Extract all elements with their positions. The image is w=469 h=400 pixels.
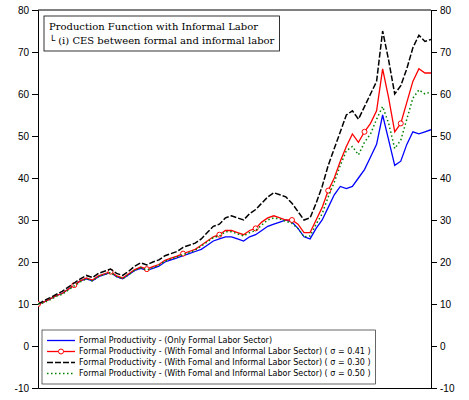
x-axis — [39, 388, 432, 389]
tick-mark — [32, 346, 38, 347]
legend-swatch — [47, 362, 75, 364]
legend-swatch — [47, 340, 75, 341]
plot-area: -10 0 10 20 30 40 50 60 70 80 -10 0 10 20 30 40 50 60 70 80… — [15, 5, 455, 394]
tick-mark — [32, 136, 38, 137]
tick-label: 60 — [18, 89, 30, 100]
legend-item: Formal Productivity - (With Fomal and In… — [47, 347, 371, 356]
tick-label: 80 — [18, 5, 30, 16]
y2-axis-tick: 40 — [431, 173, 452, 184]
y2-axis-tick: 60 — [431, 89, 452, 100]
tick-label: 10 — [440, 299, 452, 310]
tick-label: 20 — [440, 257, 452, 268]
tick-mark — [431, 94, 437, 95]
series-line — [38, 31, 431, 304]
tick-label: 50 — [18, 131, 30, 142]
legend-label: Formal Productivity - (Only Formal Labor… — [79, 336, 272, 345]
legend-label: Formal Productivity - (With Fomal and In… — [79, 369, 371, 378]
y-axis-line — [32, 11, 39, 389]
y2-axis-tick: 70 — [431, 47, 452, 58]
tick-mark — [32, 262, 38, 263]
tick-mark — [431, 304, 437, 305]
legend-label: Formal Productivity - (With Fomal and In… — [79, 347, 371, 356]
y-axis-tick: 20 — [18, 257, 38, 268]
tick-mark — [32, 94, 38, 95]
legend-item: Formal Productivity - (With Fomal and In… — [47, 358, 371, 367]
series-marker — [289, 218, 294, 223]
tick-mark — [431, 52, 437, 53]
series-line — [38, 90, 431, 304]
tick-mark — [32, 388, 38, 389]
y-axis-tick: 10 — [18, 299, 38, 310]
y2-axis-tick: 80 — [431, 5, 452, 16]
tick-label: 30 — [18, 215, 30, 226]
tick-label: -10 — [15, 383, 30, 394]
tick-label: 60 — [440, 89, 452, 100]
tick-mark — [431, 220, 437, 221]
tick-mark — [431, 178, 437, 179]
legend-marker — [59, 349, 64, 354]
y2-axis-tick: 10 — [431, 299, 452, 310]
legend-frame — [42, 330, 376, 384]
tick-label: 20 — [18, 257, 30, 268]
legend-label: Formal Productivity - (With Fomal and In… — [79, 358, 371, 367]
tick-label: 80 — [440, 5, 452, 16]
tick-label: -10 — [440, 383, 455, 394]
tick-mark — [32, 52, 38, 53]
tick-label: 0 — [23, 341, 29, 352]
series-marker — [253, 226, 258, 231]
series-marker — [217, 232, 222, 237]
y-axis-tick: 30 — [18, 215, 38, 226]
tick-mark — [32, 10, 38, 11]
series-group — [38, 31, 431, 307]
y2-axis-tick: 50 — [431, 131, 452, 142]
tick-mark — [32, 178, 38, 179]
tick-label: 0 — [440, 341, 446, 352]
y-axis: -10 0 10 20 30 40 50 60 70 80 — [15, 5, 39, 394]
tick-label: 40 — [18, 173, 30, 184]
y2-axis-tick: 0 — [431, 341, 446, 352]
tick-mark — [32, 304, 38, 305]
y-axis-tick: 50 — [18, 131, 38, 142]
tick-label: 70 — [440, 47, 452, 58]
y2-axis-line — [432, 11, 438, 389]
legend: Formal Productivity - (Only Formal Labor… — [42, 330, 376, 384]
y-axis-tick: 0 — [23, 341, 38, 352]
x-axis-line — [39, 388, 432, 389]
y-axis-tick: 70 — [18, 47, 38, 58]
tick-mark — [431, 388, 437, 389]
frame-top — [38, 10, 431, 11]
y-axis-tick: 60 — [18, 89, 38, 100]
y2-axis: -10 0 10 20 30 40 50 60 70 80 — [431, 5, 455, 394]
title-line: Production Function with Informal Labor — [49, 21, 258, 32]
title-frame — [44, 16, 280, 51]
title: Production Function with Informal Labor └… — [49, 21, 275, 46]
tick-label: 30 — [440, 215, 452, 226]
legend-item: Formal Productivity - (With Fomal and In… — [47, 369, 371, 378]
tick-label: 40 — [440, 173, 452, 184]
series-marker — [398, 121, 403, 126]
tick-mark — [431, 10, 437, 11]
tick-mark — [32, 220, 38, 221]
series-marker — [362, 129, 367, 134]
tick-label: 10 — [18, 299, 30, 310]
chart: -10 0 10 20 30 40 50 60 70 80 -10 0 10 20 30 40 50 60 70 80… — [0, 0, 469, 400]
title-box: Production Function with Informal Labor └… — [44, 16, 280, 51]
tick-label: 70 — [18, 47, 30, 58]
y-axis-tick: 40 — [18, 173, 38, 184]
y-axis-tick: -10 — [15, 383, 38, 394]
tick-label: 50 — [440, 131, 452, 142]
legend-swatch — [47, 373, 75, 375]
subtitle: └ (i) CES between formal and informal la… — [49, 34, 275, 46]
tick-mark — [431, 346, 437, 347]
series-line — [38, 115, 431, 304]
y-axis-tick: 80 — [18, 5, 38, 16]
series-line — [38, 69, 431, 304]
tick-mark — [431, 262, 437, 263]
legend-item: Formal Productivity - (Only Formal Labor… — [47, 336, 272, 345]
y2-axis-tick: -10 — [431, 383, 455, 394]
y2-axis-tick: 20 — [431, 257, 452, 268]
tick-mark — [431, 136, 437, 137]
y2-axis-tick: 30 — [431, 215, 452, 226]
